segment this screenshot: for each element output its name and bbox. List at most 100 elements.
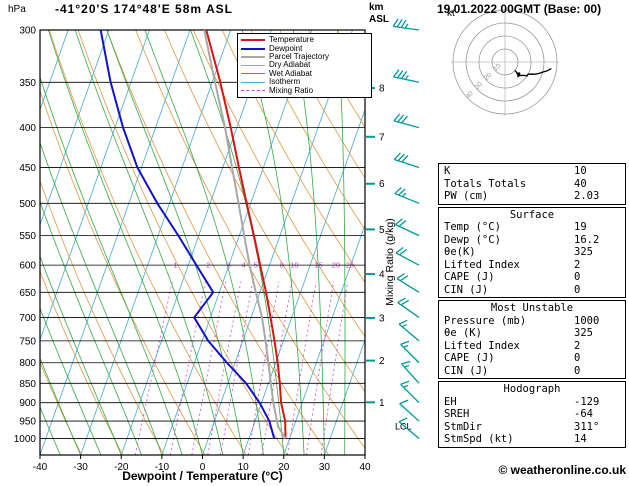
km-tick-label: 5	[379, 225, 385, 236]
wet-adiabat-line	[337, 30, 346, 455]
isotherm-line	[40, 30, 150, 342]
stat-value: 325	[574, 246, 593, 258]
hodograph-box: Hodograph EH -129 SREH -64 StmDir 311° StmS…	[438, 381, 626, 448]
storm-motion-marker	[517, 72, 521, 76]
stat-value: 0	[574, 364, 581, 377]
dry-adiabat-line	[366, 30, 437, 455]
dry-adiabat-line	[40, 270, 124, 455]
isotherm-line	[323, 338, 365, 455]
temp-tick-label: 20	[278, 462, 290, 473]
stat-label: StmDir	[444, 420, 482, 433]
dry-adiabat-line	[77, 30, 288, 455]
stat-label: CAPE (J)	[444, 352, 495, 364]
legend: Temperature Dewpoint Parcel Trajectory D…	[237, 33, 372, 98]
most-unstable-box-title: Most Unstable	[490, 302, 574, 314]
stats-panel: K 10 Totals Totals 40 PW (cm) 2.03 Surface …	[438, 163, 626, 450]
stat-label: θe (K)	[444, 327, 482, 339]
station-title: -41°20'S 174°48'E 58m ASL	[55, 2, 233, 16]
pressure-tick-label: 550	[19, 231, 36, 242]
wet-adiabat-line	[144, 30, 264, 455]
stat-row: Temp (°C) 19	[444, 221, 620, 234]
stat-row: CIN (J) 0	[444, 284, 620, 297]
hodograph-unit-label: kt	[447, 8, 455, 19]
wet-adiabat-line	[40, 453, 41, 455]
legend-item-temperature: Temperature	[241, 36, 368, 44]
wet-adiabat-line	[0, 30, 20, 455]
hodograph-ring	[452, 9, 558, 115]
parcel-trajectory-curve	[203, 30, 287, 439]
wind-barb	[398, 417, 420, 439]
stat-row: PW (cm) 2.03	[444, 190, 620, 203]
stat-value: 0	[574, 283, 581, 296]
stat-label: Dewp (°C)	[444, 233, 501, 246]
wind-barb	[395, 218, 420, 237]
datetime-label: 19.01.2022 00GMT (Base: 00)	[437, 2, 602, 16]
stat-row: θe (K) 325	[444, 327, 620, 340]
isotherm-line	[40, 30, 69, 111]
hodograph-ring	[465, 22, 545, 102]
indices-box: K 10 Totals Totals 40 PW (cm) 2.03	[438, 163, 626, 205]
stat-value: 2	[574, 339, 581, 352]
stat-label: Temp (°C)	[444, 221, 501, 233]
stat-value: 40	[574, 177, 587, 190]
legend-label: Wet Adiabat	[269, 68, 312, 78]
wind-barbs	[392, 18, 420, 439]
stat-row: K 10	[444, 165, 620, 178]
legend-label: Dewpoint	[269, 43, 303, 53]
temp-tick-label: 30	[319, 462, 331, 473]
legend-label: Isotherm	[269, 77, 301, 87]
stat-row: Pressure (mb) 1000	[444, 315, 620, 328]
km-tick-label: 1	[379, 398, 385, 409]
dewpoint-line-swatch	[241, 47, 265, 50]
temp-tick-label: 0	[200, 462, 206, 473]
temp-tick-label: 10	[238, 462, 250, 473]
mixing-ratio-line	[134, 281, 173, 455]
temperature-line-swatch	[241, 39, 265, 42]
stat-label: Lifted Index	[444, 258, 520, 271]
stat-value: 311°	[574, 420, 600, 433]
mixing-ratio-line	[207, 281, 242, 455]
pressure-tick-label: 650	[19, 288, 36, 299]
stat-row: StmSpd (kt) 14	[444, 433, 620, 446]
wet-adiabat-line	[292, 30, 325, 455]
hodograph-ring-label: 30	[474, 81, 484, 91]
mixing-ratio-line	[247, 281, 280, 455]
stat-value: 2.03	[574, 190, 600, 202]
temp-tick-label: -40	[33, 462, 48, 473]
pressure-tick-label: 400	[19, 123, 36, 134]
isotherm-line	[120, 30, 272, 455]
isotherm-line-swatch	[241, 81, 265, 83]
stat-label: CIN (J)	[444, 364, 489, 377]
skewt-chart: 1234581015202530035040045050055060065070…	[0, 18, 437, 473]
temp-tick-label: 40	[359, 462, 371, 473]
legend-item-mixing-ratio: Mixing Ratio	[241, 86, 368, 94]
legend-label: Temperature	[269, 35, 314, 45]
pressure-tick-label: 800	[19, 358, 36, 369]
wind-barb	[393, 152, 420, 169]
dry-adiabat-line	[279, 30, 365, 179]
hodograph-ring	[478, 35, 532, 89]
x-axis-title: Dewpoint / Temperature (°C)	[122, 469, 283, 483]
wet-adiabat-line	[190, 30, 285, 455]
stat-label: θe(K)	[444, 246, 476, 258]
dry-adiabat-line	[424, 30, 437, 455]
pressure-tick-label: 350	[19, 78, 36, 89]
stat-value: 16.2	[574, 233, 600, 246]
pressure-tick-label: 1000	[14, 434, 37, 445]
stat-value: 10	[574, 165, 587, 177]
wind-barb	[397, 297, 420, 318]
stat-row: CIN (J) 0	[444, 365, 620, 378]
mixing-ratio-line	[305, 281, 334, 455]
stat-value: 19	[574, 221, 587, 233]
hodograph-ring-label: 40	[465, 90, 475, 100]
stat-value: 2	[574, 258, 581, 271]
parcel-line-swatch	[241, 55, 265, 58]
stat-value: 1000	[574, 314, 600, 327]
stat-row: CAPE (J) 0	[444, 352, 620, 365]
km-tick-label: 4	[379, 270, 385, 281]
legend-item-parcel: Parcel Trajectory	[241, 52, 368, 61]
wind-barb	[396, 273, 420, 293]
wet-adiabat-line	[48, 30, 203, 455]
